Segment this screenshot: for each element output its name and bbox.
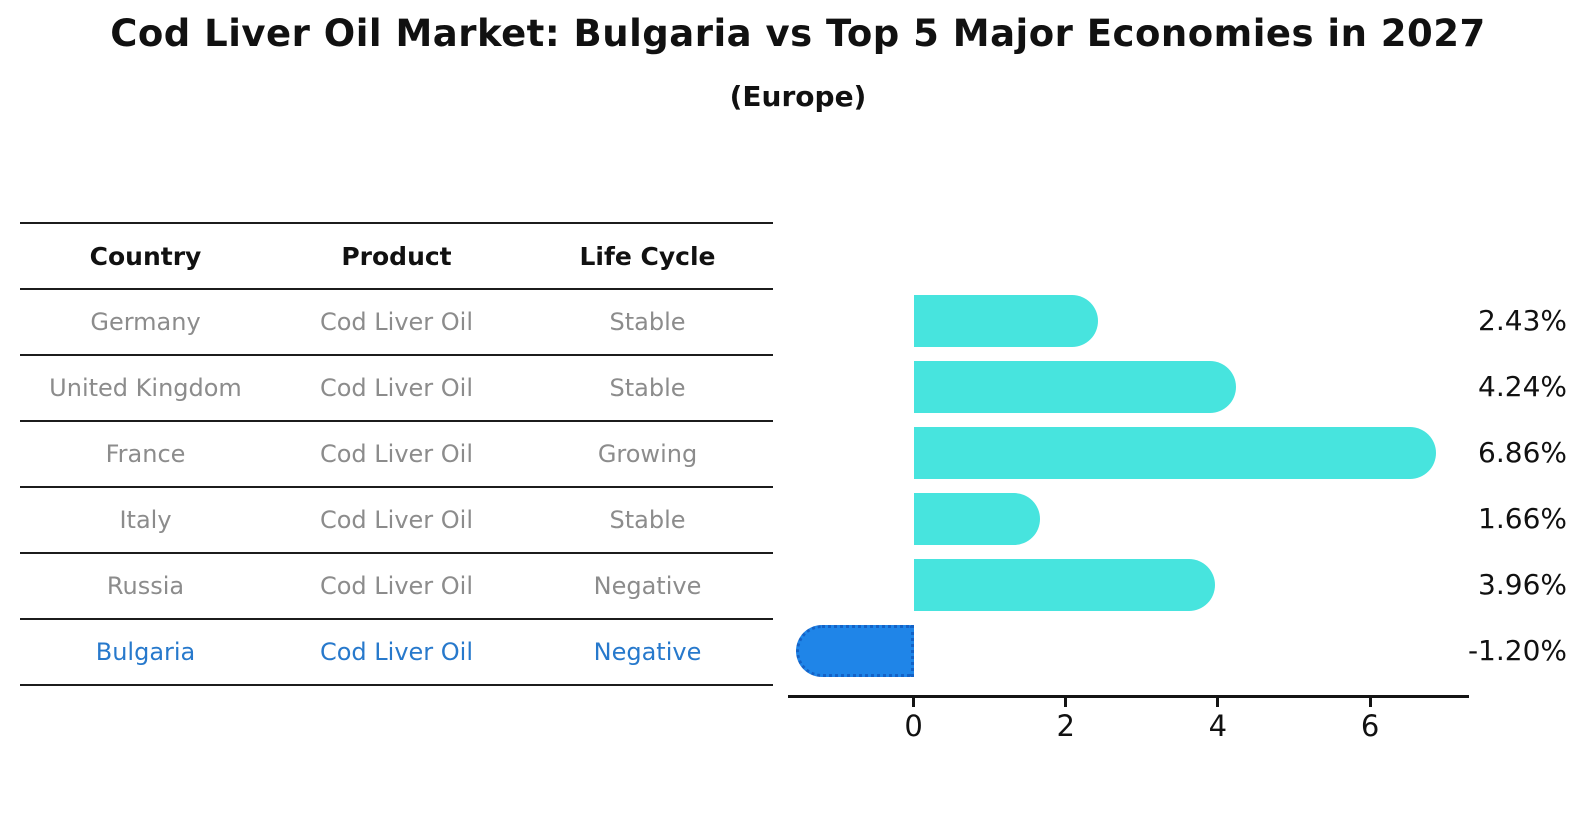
bar-united-kingdom	[913, 361, 1237, 413]
table-row-bulgaria: Bulgaria Cod Liver Oil Negative	[20, 618, 773, 684]
table-row-germany: Germany Cod Liver Oil Stable	[20, 288, 773, 354]
x-axis-tick-label-2: 2	[1056, 709, 1075, 743]
value-label-germany: 2.43%	[1478, 304, 1567, 337]
x-axis-tick-0	[912, 698, 916, 707]
cell-country: Germany	[90, 308, 201, 336]
cell-lifecycle: Negative	[593, 572, 702, 600]
cell-product: Cod Liver Oil	[319, 374, 474, 402]
cell-product: Cod Liver Oil	[319, 308, 474, 336]
table-row-italy: Italy Cod Liver Oil Stable	[20, 486, 773, 552]
value-label-russia: 3.96%	[1478, 568, 1567, 601]
cell-country: Italy	[119, 506, 172, 534]
cell-country: Russia	[106, 572, 185, 600]
x-axis-tick-label-0: 0	[904, 709, 923, 743]
value-label-italy: 1.66%	[1478, 502, 1567, 535]
table-row-united-kingdom: United Kingdom Cod Liver Oil Stable	[20, 354, 773, 420]
cell-lifecycle: Stable	[609, 374, 686, 402]
cell-product: Cod Liver Oil	[319, 506, 474, 534]
bar-russia	[913, 559, 1215, 611]
cell-lifecycle: Negative	[593, 638, 702, 666]
bar-france	[913, 427, 1436, 479]
cell-lifecycle: Stable	[609, 506, 686, 534]
cell-country: France	[105, 440, 186, 468]
cell-lifecycle: Growing	[597, 440, 698, 468]
x-axis-tick-label-6: 6	[1360, 709, 1380, 743]
x-axis-tick-4	[1216, 698, 1220, 707]
header-cell-lifecycle: Life Cycle	[579, 241, 716, 271]
value-label-france: 6.86%	[1478, 436, 1567, 469]
cell-country: Bulgaria	[95, 638, 196, 666]
x-axis-tick-6	[1368, 698, 1372, 707]
x-axis-tick-label-4: 4	[1208, 709, 1228, 743]
cell-product: Cod Liver Oil	[319, 572, 474, 600]
x-axis-line	[788, 695, 1469, 698]
table-body: Germany Cod Liver Oil Stable United Kingdom…	[20, 288, 773, 684]
bar-italy	[913, 493, 1040, 545]
cell-lifecycle: Stable	[609, 308, 686, 336]
cell-product: Cod Liver Oil	[319, 440, 474, 468]
page-subtitle: (Europe)	[729, 80, 867, 113]
header-cell-country: Country	[89, 241, 202, 271]
table-row-france: France Cod Liver Oil Growing	[20, 420, 773, 486]
page-title: Cod Liver Oil Market: Bulgaria vs Top 5 …	[110, 12, 1486, 55]
cell-product: Cod Liver Oil	[319, 638, 474, 666]
table-row-russia: Russia Cod Liver Oil Negative	[20, 552, 773, 618]
cell-country: United Kingdom	[49, 374, 242, 402]
bar-bulgaria	[796, 625, 914, 677]
value-label-bulgaria: -1.20%	[1467, 634, 1567, 667]
value-label-united-kingdom: 4.24%	[1478, 370, 1567, 403]
table-header-row: Country Product Life Cycle	[20, 222, 773, 288]
bar-germany	[913, 295, 1099, 347]
country-table: Country Product Life Cycle Germany Cod Li…	[20, 222, 773, 686]
header-cell-product: Product	[341, 241, 452, 271]
x-axis-tick-2	[1064, 698, 1068, 707]
